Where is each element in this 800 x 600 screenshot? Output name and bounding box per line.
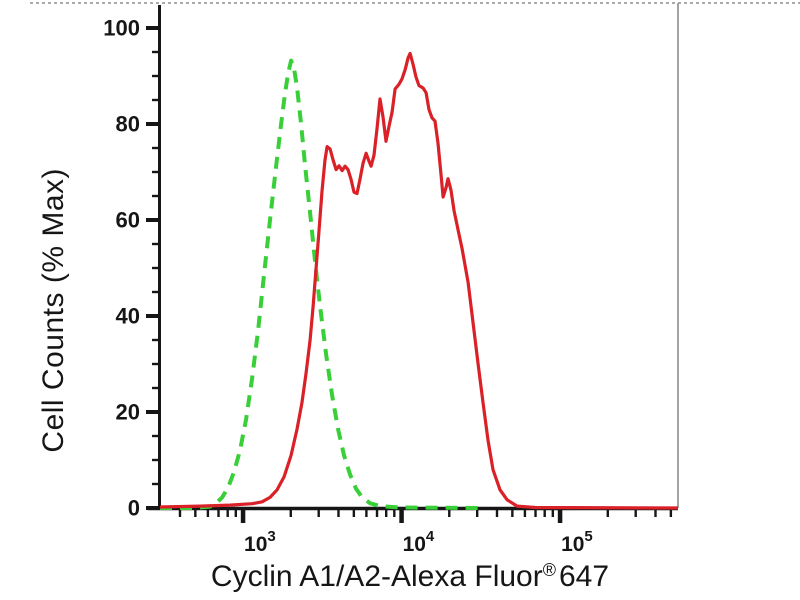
- y-tick-label: 20: [116, 400, 140, 425]
- data-series: [159, 51, 679, 510]
- axis-tick-labels: 0 20 40 60 80 100 103 104 105: [103, 16, 592, 556]
- y-tick-label: 40: [116, 304, 140, 329]
- x-tick-label: 105: [561, 528, 593, 556]
- axis-ticks: [146, 26, 673, 523]
- y-tick-label: 60: [116, 208, 140, 233]
- series-red-solid-cyclin-a1-a2: [159, 51, 679, 510]
- figure-borders: [30, 2, 800, 508]
- y-tick-label: 0: [128, 496, 140, 521]
- axes: [148, 5, 678, 511]
- y-tick-label: 100: [103, 16, 140, 41]
- y-tick-label: 80: [116, 112, 140, 137]
- x-tick-label: 104: [403, 528, 435, 556]
- series-green-dashed-control: [160, 58, 481, 510]
- x-tick-label: 103: [244, 528, 276, 556]
